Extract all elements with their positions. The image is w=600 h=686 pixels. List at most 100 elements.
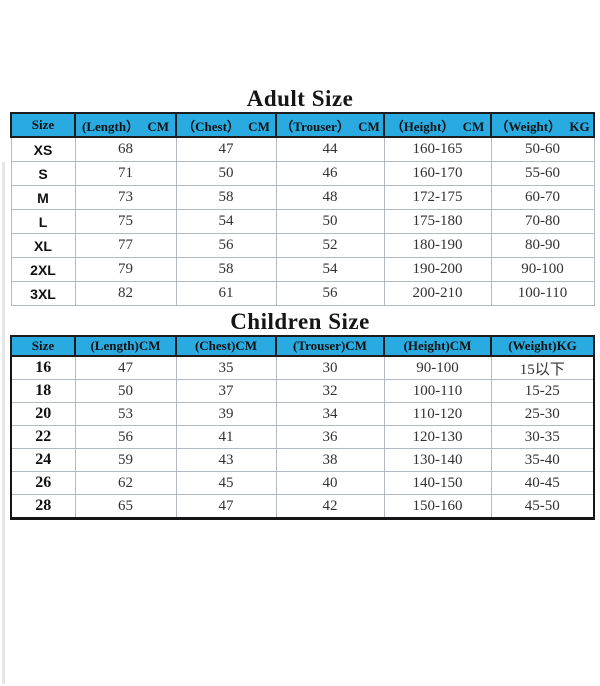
value-cell: 37 [175, 379, 277, 403]
children-header-size: Size [10, 335, 76, 357]
value-cell: 56 [175, 233, 277, 258]
value-cell: 175-180 [383, 209, 492, 234]
value-cell: 120-130 [383, 425, 492, 449]
adult-header-chest: （Chest） CM [175, 112, 277, 138]
value-cell: 50-60 [490, 136, 595, 162]
value-cell: 45 [175, 471, 277, 495]
value-cell: 56 [275, 281, 385, 306]
size-cell: 22 [10, 425, 76, 449]
table-row: 16 47 35 30 90-100 15以下 [10, 355, 595, 380]
size-cell: 16 [10, 355, 76, 380]
value-cell: 59 [74, 448, 177, 472]
table-row: 18 50 37 32 100-110 15-25 [10, 379, 595, 403]
children-header-chest: (Chest)CM [175, 335, 277, 357]
value-cell: 172-175 [383, 185, 492, 210]
value-cell: 30 [275, 355, 385, 380]
value-cell: 77 [74, 233, 177, 258]
value-cell: 90-100 [490, 257, 595, 282]
value-cell: 34 [275, 402, 385, 426]
table-row: S 71 50 46 160-170 55-60 [10, 161, 595, 186]
table-row: M 73 58 48 172-175 60-70 [10, 185, 595, 210]
value-cell: 200-210 [383, 281, 492, 306]
size-cell: 3XL [10, 281, 76, 306]
value-cell: 30-35 [490, 425, 595, 449]
value-cell: 47 [175, 136, 277, 162]
value-cell: 52 [275, 233, 385, 258]
value-cell: 160-170 [383, 161, 492, 186]
value-cell: 38 [275, 448, 385, 472]
value-cell: 150-160 [383, 494, 492, 519]
value-cell: 79 [74, 257, 177, 282]
children-header-weight: (Weight)KG [490, 335, 595, 357]
value-cell: 47 [175, 494, 277, 519]
size-cell: 26 [10, 471, 76, 495]
adult-header-trouser: （Trouser） CM [275, 112, 385, 138]
value-cell: 15-25 [490, 379, 595, 403]
size-chart-page: { "colors": { "header_blue": "#29abe2", … [0, 86, 600, 686]
value-cell: 15以下 [490, 355, 595, 380]
value-cell: 58 [175, 257, 277, 282]
table-row: 26 62 45 40 140-150 40-45 [10, 471, 595, 495]
value-cell: 160-165 [383, 136, 492, 162]
table-row: 28 65 47 42 150-160 45-50 [10, 494, 595, 519]
value-cell: 36 [275, 425, 385, 449]
value-cell: 54 [275, 257, 385, 282]
value-cell: 41 [175, 425, 277, 449]
value-cell: 45-50 [490, 494, 595, 519]
value-cell: 100-110 [490, 281, 595, 306]
value-cell: 46 [275, 161, 385, 186]
children-table-header: Size (Length)CM (Chest)CM (Trouser)CM (H… [10, 335, 595, 357]
value-cell: 40-45 [490, 471, 595, 495]
value-cell: 40 [275, 471, 385, 495]
value-cell: 44 [275, 136, 385, 162]
value-cell: 73 [74, 185, 177, 210]
value-cell: 110-120 [383, 402, 492, 426]
adult-header-size: Size [10, 112, 76, 138]
table-row: L 75 54 50 175-180 70-80 [10, 209, 595, 234]
value-cell: 55-60 [490, 161, 595, 186]
value-cell: 100-110 [383, 379, 492, 403]
value-cell: 62 [74, 471, 177, 495]
value-cell: 42 [275, 494, 385, 519]
value-cell: 60-70 [490, 185, 595, 210]
size-cell: 20 [10, 402, 76, 426]
table-header-row: Size (Length） CM （Chest） CM （Trouser） CM… [10, 112, 595, 138]
adult-header-height: （Height） CM [383, 112, 492, 138]
value-cell: 58 [175, 185, 277, 210]
size-cell: XL [10, 233, 76, 258]
value-cell: 53 [74, 402, 177, 426]
value-cell: 32 [275, 379, 385, 403]
table-row: 2XL 79 58 54 190-200 90-100 [10, 257, 595, 282]
value-cell: 130-140 [383, 448, 492, 472]
table-row: 22 56 41 36 120-130 30-35 [10, 425, 595, 449]
size-cell: 24 [10, 448, 76, 472]
value-cell: 47 [74, 355, 177, 380]
value-cell: 43 [175, 448, 277, 472]
table-row: XL 77 56 52 180-190 80-90 [10, 233, 595, 258]
adult-header-length: (Length） CM [74, 112, 177, 138]
value-cell: 56 [74, 425, 177, 449]
table-row: 24 59 43 38 130-140 35-40 [10, 448, 595, 472]
value-cell: 25-30 [490, 402, 595, 426]
value-cell: 48 [275, 185, 385, 210]
adult-header-weight: （Weight） KG [490, 112, 595, 138]
value-cell: 61 [175, 281, 277, 306]
value-cell: 68 [74, 136, 177, 162]
size-cell: S [10, 161, 76, 186]
size-cell: M [10, 185, 76, 210]
value-cell: 180-190 [383, 233, 492, 258]
table-row: 3XL 82 61 56 200-210 100-110 [10, 281, 595, 306]
children-table-body: 16 47 35 30 90-100 15以下 18 50 37 32 100-110 15-25 20… [10, 355, 595, 519]
value-cell: 35-40 [490, 448, 595, 472]
children-size-title: Children Size [230, 309, 370, 334]
adult-size-title: Adult Size [246, 86, 354, 111]
table-header-row: Size (Length)CM (Chest)CM (Trouser)CM (H… [10, 335, 595, 357]
adult-table-body: XS 68 47 44 160-165 50-60 S 71 50 46 160-170 55-60 M… [10, 136, 595, 306]
value-cell: 140-150 [383, 471, 492, 495]
value-cell: 35 [175, 355, 277, 380]
table-row: 20 53 39 34 110-120 25-30 [10, 402, 595, 426]
value-cell: 50 [175, 161, 277, 186]
size-cell: 2XL [10, 257, 76, 282]
value-cell: 80-90 [490, 233, 595, 258]
value-cell: 39 [175, 402, 277, 426]
